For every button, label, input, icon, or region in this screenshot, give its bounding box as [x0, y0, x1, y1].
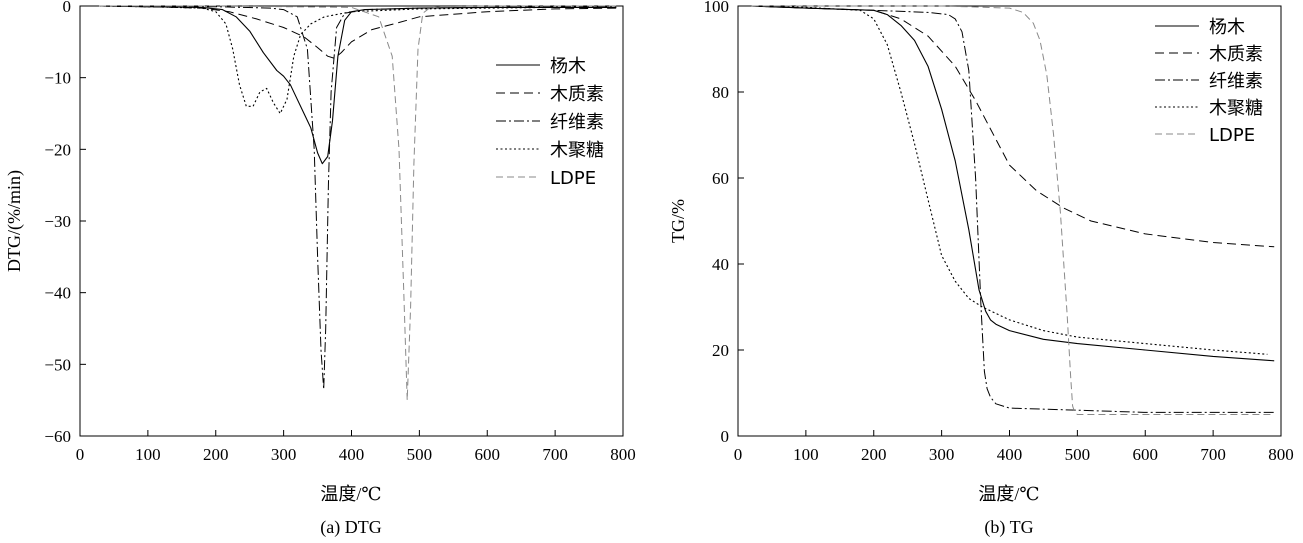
dtg-series-line-3 — [98, 5, 617, 115]
dtg-y-tick-label: −30 — [44, 212, 71, 231]
dtg-x-tick-label: 100 — [135, 445, 161, 464]
tg-legend-label-4: LDPE — [1209, 125, 1255, 146]
dtg-series-line-1 — [98, 5, 617, 59]
tg-x-axis-label: 温度/℃ — [978, 484, 1039, 504]
dtg-legend-label-3: 木聚糖 — [550, 140, 604, 161]
tg-x-tick-label: 700 — [1200, 445, 1226, 464]
dtg-panel-caption: (a) DTG — [320, 517, 381, 538]
tg-y-tick-label: 0 — [721, 427, 730, 446]
dtg-x-tick-label: 700 — [542, 445, 568, 464]
dtg-legend-label-1: 木质素 — [550, 84, 604, 105]
dtg-x-tick-label: 600 — [475, 445, 501, 464]
tg-x-tick-label: 600 — [1133, 445, 1159, 464]
dtg-x-tick-label: 400 — [339, 445, 365, 464]
dtg-x-tick-label: 300 — [271, 445, 297, 464]
panel-dtg: 0 100 200 300 400 500 600 700 800 0 −10 −20 −30 −40 −5… — [4, 0, 636, 538]
tg-legend-label-2: 纤维素 — [1209, 71, 1263, 92]
tg-y-tick-label: 100 — [704, 0, 730, 16]
tg-x-tick-label: 800 — [1268, 445, 1294, 464]
tg-x-tick-label: 400 — [997, 445, 1023, 464]
dtg-x-axis-label: 温度/℃ — [320, 484, 381, 504]
dtg-legend-label-2: 纤维素 — [550, 112, 604, 133]
dtg-series-group — [98, 5, 617, 401]
tg-series-group — [751, 5, 1275, 415]
dtg-x-tick-label: 200 — [203, 445, 229, 464]
tg-y-tick-label: 20 — [712, 341, 729, 360]
panel-tg: 0 100 200 300 400 500 600 700 800 0 20 40 60 80 100 杨木… — [668, 0, 1294, 538]
tg-x-tick-label: 500 — [1065, 445, 1091, 464]
tg-y-tick-label: 40 — [712, 255, 729, 274]
tg-tick-group: 0 100 200 300 400 500 600 700 800 0 20 40 60 80 100 — [704, 0, 1294, 464]
tg-x-tick-label: 100 — [793, 445, 819, 464]
tg-series-line-3 — [751, 5, 1268, 355]
tg-x-tick-label: 300 — [929, 445, 955, 464]
dtg-y-tick-label: −50 — [44, 355, 71, 374]
dtg-y-tick-label: −40 — [44, 284, 71, 303]
tg-y-axis-label: TG/% — [668, 199, 688, 243]
dtg-y-tick-label: −10 — [44, 69, 71, 88]
dtg-x-tick-label: 0 — [76, 445, 85, 464]
tg-legend-label-1: 木质素 — [1209, 44, 1263, 65]
dtg-x-tick-label: 500 — [407, 445, 433, 464]
dtg-legend-label-4: LDPE — [550, 168, 596, 189]
dtg-plot-frame — [79, 5, 624, 437]
tg-y-tick-label: 60 — [712, 169, 729, 188]
tg-legend-label-0: 杨木 — [1209, 17, 1245, 38]
tg-series-line-1 — [751, 5, 1275, 248]
dtg-y-axis-label: DTG/(%/min) — [4, 170, 25, 272]
tg-x-tick-label: 0 — [734, 445, 743, 464]
tg-series-line-0 — [751, 5, 1275, 362]
tg-plot-frame — [737, 5, 1282, 437]
dtg-y-tick-label: −60 — [44, 427, 71, 446]
tg-series-line-2 — [751, 5, 1275, 413]
tg-y-tick-label: 80 — [712, 83, 729, 102]
dtg-series-line-2 — [98, 5, 617, 390]
dtg-legend-label-0: 杨木 — [550, 56, 586, 77]
dtg-tick-group: 0 100 200 300 400 500 600 700 800 0 −10 −20 −30 −40 −5… — [44, 0, 635, 464]
dtg-x-tick-label: 800 — [610, 445, 636, 464]
tg-legend-label-3: 木聚糖 — [1209, 98, 1263, 119]
dtg-series-line-4 — [99, 5, 617, 401]
dtg-series-line-0 — [98, 5, 617, 165]
tg-panel-caption: (b) TG — [984, 517, 1033, 538]
tg-series-line-4 — [751, 5, 1275, 415]
dtg-y-tick-label: 0 — [63, 0, 72, 16]
tg-x-tick-label: 200 — [861, 445, 887, 464]
dtg-y-tick-label: −20 — [44, 140, 71, 159]
